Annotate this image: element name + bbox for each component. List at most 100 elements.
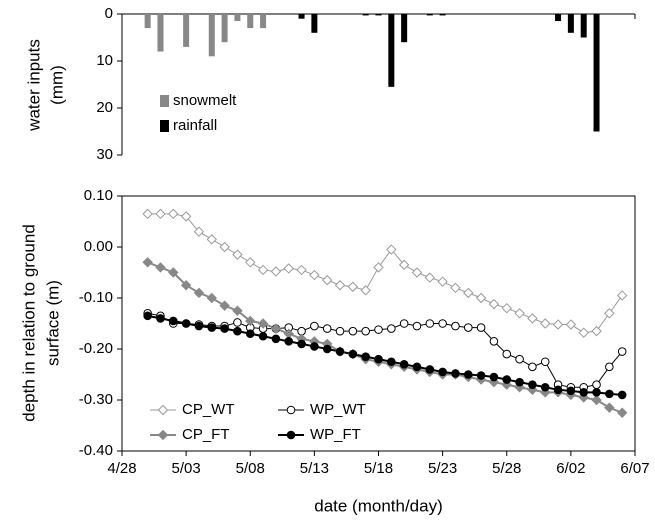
marker — [322, 344, 332, 354]
x-tick-label: 4/28 — [107, 460, 136, 477]
marker — [322, 324, 332, 333]
marker — [476, 371, 486, 380]
marker — [348, 349, 358, 359]
marker — [438, 319, 447, 328]
marker — [411, 267, 423, 278]
marker — [540, 382, 550, 392]
y-axis-label: water inputs — [24, 39, 43, 132]
marker — [552, 319, 564, 330]
marker — [310, 342, 319, 351]
marker — [386, 244, 397, 255]
bar — [580, 14, 587, 38]
x-tick-label: 5/03 — [172, 460, 201, 477]
marker — [169, 316, 178, 326]
marker — [296, 264, 307, 276]
marker — [489, 337, 499, 346]
marker — [412, 321, 422, 331]
marker — [489, 372, 499, 382]
marker — [579, 388, 589, 397]
marker — [232, 249, 243, 260]
x-tick-label: 5/13 — [300, 460, 329, 477]
legend-label: CP_FT — [182, 426, 230, 443]
y-tick-label: -0.10 — [79, 289, 113, 306]
marker — [219, 300, 230, 311]
marker — [616, 290, 628, 301]
legend-swatch — [160, 95, 169, 107]
marker — [451, 321, 460, 331]
marker — [476, 323, 486, 332]
marker — [155, 262, 166, 273]
bar — [439, 14, 446, 16]
marker — [475, 292, 487, 304]
marker — [617, 347, 627, 356]
marker — [592, 388, 601, 397]
marker — [451, 369, 460, 378]
marker — [194, 321, 204, 331]
marker — [193, 226, 205, 237]
marker — [565, 319, 577, 330]
marker — [515, 377, 524, 387]
bar — [388, 14, 395, 87]
marker — [424, 272, 436, 283]
bar — [567, 14, 574, 33]
x-tick-label: 5/18 — [364, 460, 393, 477]
marker — [347, 281, 359, 292]
marker — [605, 389, 614, 399]
x-tick-label: 5/23 — [428, 460, 457, 477]
marker — [233, 318, 242, 327]
legend-label: WP_FT — [310, 426, 361, 443]
marker — [540, 318, 551, 329]
line — [147, 314, 623, 396]
y-axis-label: (mm) — [47, 65, 66, 105]
marker — [284, 337, 294, 346]
marker — [527, 313, 538, 324]
marker — [155, 208, 166, 220]
marker — [617, 390, 627, 400]
marker — [361, 352, 370, 361]
bar — [401, 14, 408, 43]
marker — [374, 354, 383, 364]
line — [147, 213, 623, 334]
marker — [463, 370, 473, 379]
bar — [221, 14, 228, 43]
marker — [502, 375, 512, 384]
marker — [181, 319, 191, 328]
y-axis-label: depth in relation to ground — [19, 224, 38, 422]
marker — [463, 323, 473, 332]
marker — [360, 285, 371, 296]
marker — [142, 257, 153, 268]
marker — [283, 263, 294, 274]
y-tick-label: -0.20 — [79, 340, 113, 357]
marker — [297, 339, 306, 349]
legend-marker — [157, 404, 169, 416]
marker — [283, 328, 294, 339]
marker — [271, 334, 281, 344]
marker — [450, 282, 461, 294]
y-axis-label: surface (m) — [43, 280, 62, 366]
marker — [374, 325, 383, 334]
marker — [399, 319, 409, 328]
marker — [258, 331, 268, 341]
marker — [206, 292, 217, 304]
marker — [578, 327, 589, 338]
y-tick-label: -0.40 — [79, 442, 113, 459]
marker — [219, 241, 230, 253]
marker — [501, 302, 512, 314]
marker — [604, 402, 615, 413]
y-tick-label: 0.00 — [84, 238, 113, 255]
y-tick-label: 10 — [96, 52, 113, 69]
marker — [425, 365, 435, 374]
x-axis-label: date (month/day) — [314, 496, 443, 515]
marker — [361, 326, 370, 336]
marker — [321, 274, 333, 286]
y-tick-label: -0.30 — [79, 391, 113, 408]
legend-label: rainfall — [173, 117, 217, 134]
marker — [245, 315, 256, 327]
legend-label: CP_WT — [182, 401, 235, 418]
marker — [270, 323, 282, 334]
legend-marker — [157, 429, 169, 441]
bar — [375, 14, 382, 16]
bar — [183, 14, 190, 47]
x-tick-label: 6/07 — [620, 460, 649, 477]
marker — [207, 323, 217, 332]
